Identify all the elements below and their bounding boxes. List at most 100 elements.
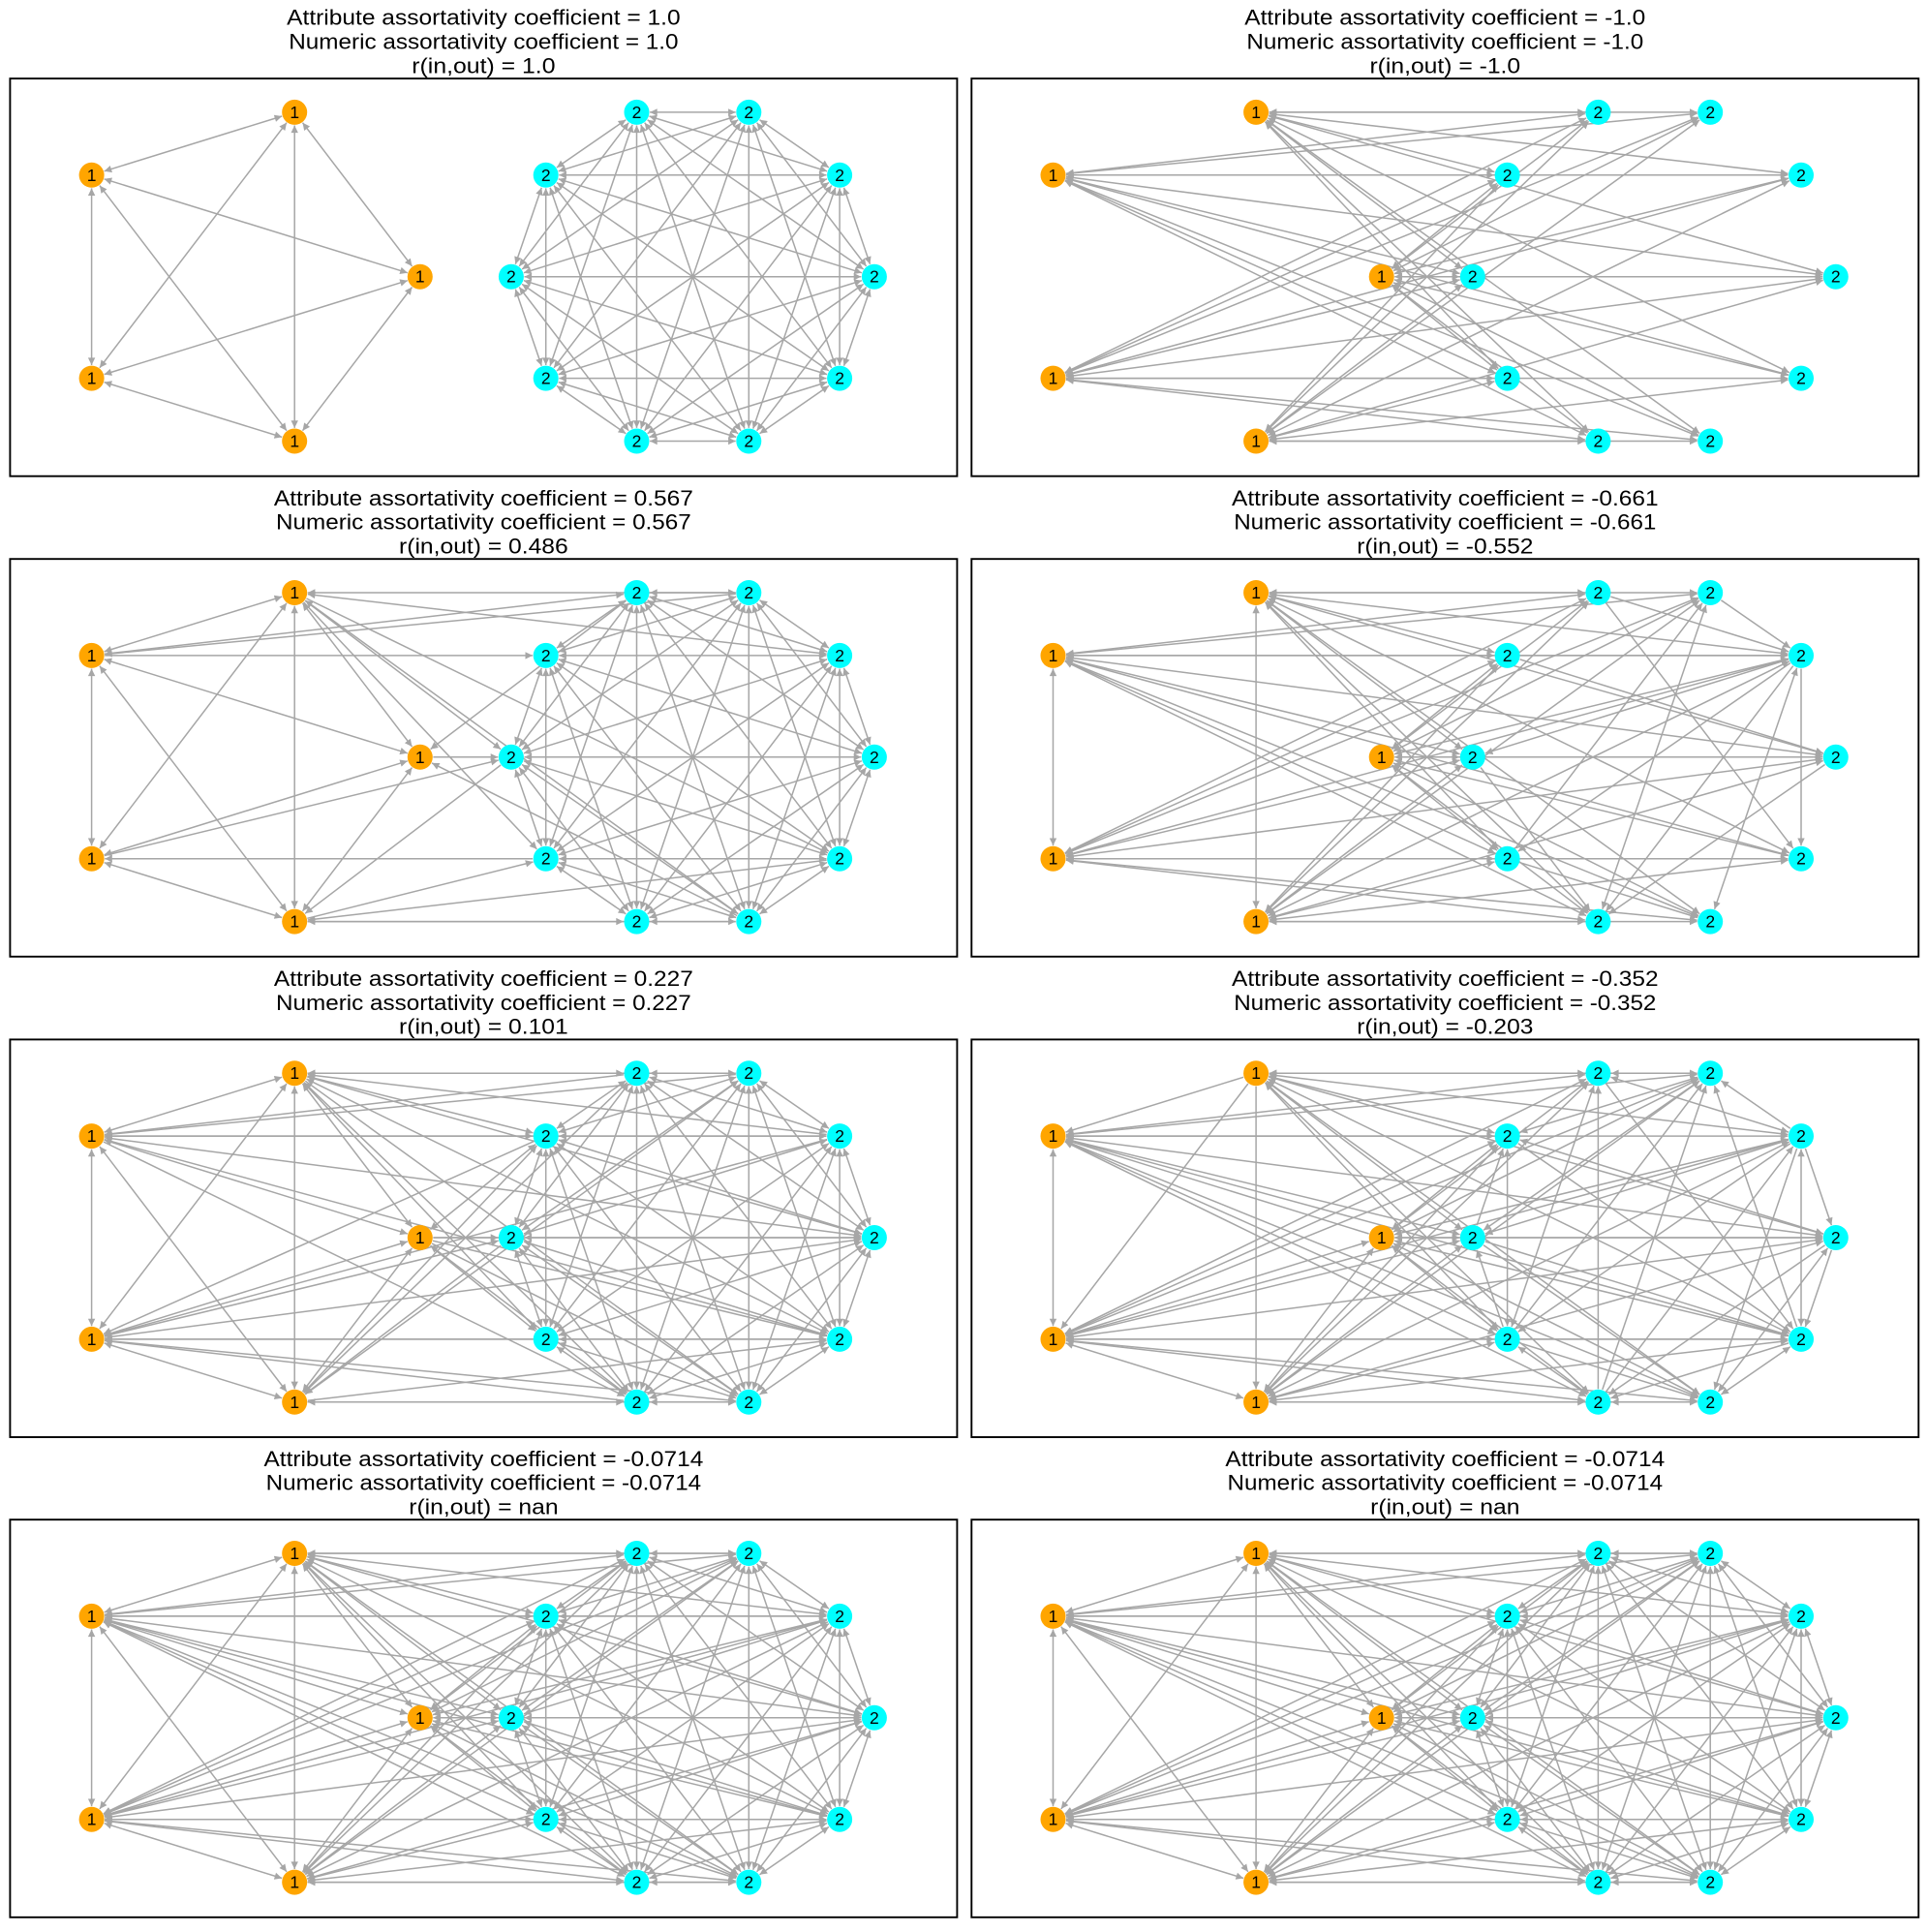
svg-text:2: 2 [541, 1330, 551, 1349]
svg-text:2: 2 [632, 1063, 642, 1083]
svg-text:2: 2 [632, 912, 642, 932]
svg-text:2: 2 [744, 1544, 753, 1563]
svg-text:2: 2 [744, 1063, 753, 1083]
svg-text:1: 1 [290, 1873, 299, 1892]
svg-text:1: 1 [1049, 369, 1058, 388]
svg-text:2: 2 [744, 583, 753, 602]
svg-text:2: 2 [632, 1393, 642, 1412]
svg-text:2: 2 [835, 1126, 844, 1146]
svg-text:Attribute assortativity coeffi: Attribute assortativity coefficient = -0… [1225, 1447, 1665, 1471]
svg-text:Attribute assortativity coeffi: Attribute assortativity coefficient = -0… [1232, 966, 1659, 991]
svg-text:1: 1 [290, 912, 299, 932]
svg-text:Attribute assortativity coeffi: Attribute assortativity coefficient = 0.… [274, 966, 693, 991]
svg-text:2: 2 [1831, 1708, 1841, 1728]
svg-text:2: 2 [1796, 1607, 1806, 1626]
svg-text:1: 1 [290, 583, 299, 602]
svg-text:2: 2 [1594, 103, 1604, 122]
svg-text:2: 2 [1468, 1708, 1478, 1728]
svg-text:2: 2 [1468, 1228, 1478, 1247]
svg-text:1: 1 [87, 369, 97, 388]
svg-text:2: 2 [1503, 1126, 1513, 1146]
svg-text:2: 2 [1796, 849, 1806, 869]
svg-text:1: 1 [1251, 432, 1261, 451]
svg-text:1: 1 [1049, 646, 1058, 665]
svg-text:r(in,out) = 1.0: r(in,out) = 1.0 [412, 53, 555, 77]
svg-text:2: 2 [632, 1544, 642, 1563]
svg-text:1: 1 [1377, 748, 1387, 767]
svg-text:1: 1 [1377, 267, 1387, 287]
svg-text:r(in,out) = nan: r(in,out) = nan [409, 1495, 558, 1519]
svg-text:2: 2 [1705, 583, 1715, 602]
svg-text:2: 2 [1503, 166, 1513, 185]
svg-text:2: 2 [835, 1607, 844, 1626]
svg-text:Numeric assortativity coeffici: Numeric assortativity coefficient = -0.3… [1234, 991, 1656, 1015]
svg-text:2: 2 [632, 103, 642, 122]
svg-text:2: 2 [632, 1873, 642, 1892]
svg-text:1: 1 [1251, 1544, 1261, 1563]
svg-text:2: 2 [744, 103, 753, 122]
svg-text:2: 2 [1796, 1126, 1806, 1146]
svg-text:2: 2 [744, 912, 753, 932]
svg-text:2: 2 [1594, 1063, 1604, 1083]
svg-text:2: 2 [1796, 1810, 1806, 1829]
svg-text:1: 1 [87, 1126, 97, 1146]
svg-text:1: 1 [290, 1393, 299, 1412]
svg-text:1: 1 [1251, 1063, 1261, 1083]
svg-text:1: 1 [290, 103, 299, 122]
svg-text:2: 2 [541, 1810, 551, 1829]
svg-text:1: 1 [1251, 583, 1261, 602]
svg-text:Numeric assortativity coeffici: Numeric assortativity coefficient = -0.0… [266, 1471, 702, 1495]
svg-text:2: 2 [541, 1126, 551, 1146]
svg-text:r(in,out) = -0.552: r(in,out) = -0.552 [1357, 535, 1533, 559]
svg-text:2: 2 [506, 1228, 516, 1247]
svg-text:Numeric assortativity coeffici: Numeric assortativity coefficient = -0.6… [1234, 510, 1656, 535]
svg-text:Numeric assortativity coeffici: Numeric assortativity coefficient = 0.22… [276, 991, 691, 1015]
svg-text:2: 2 [1503, 849, 1513, 869]
svg-text:r(in,out) = -1.0: r(in,out) = -1.0 [1369, 53, 1520, 77]
svg-text:2: 2 [1796, 166, 1806, 185]
svg-text:Attribute assortativity coeffi: Attribute assortativity coefficient = -0… [263, 1447, 703, 1471]
svg-text:2: 2 [1796, 1330, 1806, 1349]
svg-text:2: 2 [541, 369, 551, 388]
svg-text:2: 2 [506, 267, 516, 287]
svg-text:2: 2 [1831, 748, 1841, 767]
svg-text:2: 2 [1831, 267, 1841, 287]
svg-text:2: 2 [1705, 1544, 1715, 1563]
svg-text:2: 2 [744, 432, 753, 451]
svg-text:1: 1 [87, 166, 97, 185]
svg-text:1: 1 [415, 1708, 425, 1728]
svg-text:1: 1 [1049, 1607, 1058, 1626]
svg-text:2: 2 [506, 1708, 516, 1728]
svg-text:2: 2 [1796, 646, 1806, 665]
svg-text:Attribute assortativity coeffi: Attribute assortativity coefficient = -1… [1244, 6, 1645, 30]
svg-text:2: 2 [1796, 369, 1806, 388]
svg-text:2: 2 [744, 1873, 753, 1892]
svg-text:2: 2 [1594, 912, 1604, 932]
svg-text:r(in,out) = 0.486: r(in,out) = 0.486 [399, 535, 568, 559]
svg-text:1: 1 [87, 1607, 97, 1626]
svg-text:1: 1 [87, 646, 97, 665]
svg-text:2: 2 [541, 849, 551, 869]
svg-text:2: 2 [1503, 1607, 1513, 1626]
svg-text:1: 1 [290, 1544, 299, 1563]
svg-text:2: 2 [632, 432, 642, 451]
svg-text:2: 2 [541, 646, 551, 665]
svg-text:2: 2 [541, 1607, 551, 1626]
svg-text:1: 1 [87, 1330, 97, 1349]
svg-text:1: 1 [290, 432, 299, 451]
svg-text:2: 2 [1503, 1810, 1513, 1829]
svg-text:2: 2 [541, 166, 551, 185]
svg-text:2: 2 [1468, 748, 1478, 767]
svg-text:2: 2 [1594, 432, 1604, 451]
svg-text:2: 2 [1503, 646, 1513, 665]
svg-text:2: 2 [1503, 369, 1513, 388]
svg-text:r(in,out) = -0.203: r(in,out) = -0.203 [1357, 1015, 1533, 1039]
svg-text:2: 2 [1594, 1393, 1604, 1412]
svg-text:2: 2 [835, 646, 844, 665]
svg-text:2: 2 [1831, 1228, 1841, 1247]
svg-text:Numeric assortativity coeffici: Numeric assortativity coefficient = 1.0 [289, 30, 678, 54]
svg-text:1: 1 [1049, 166, 1058, 185]
svg-text:2: 2 [1705, 1393, 1715, 1412]
svg-text:2: 2 [632, 583, 642, 602]
svg-text:1: 1 [1377, 1708, 1387, 1728]
